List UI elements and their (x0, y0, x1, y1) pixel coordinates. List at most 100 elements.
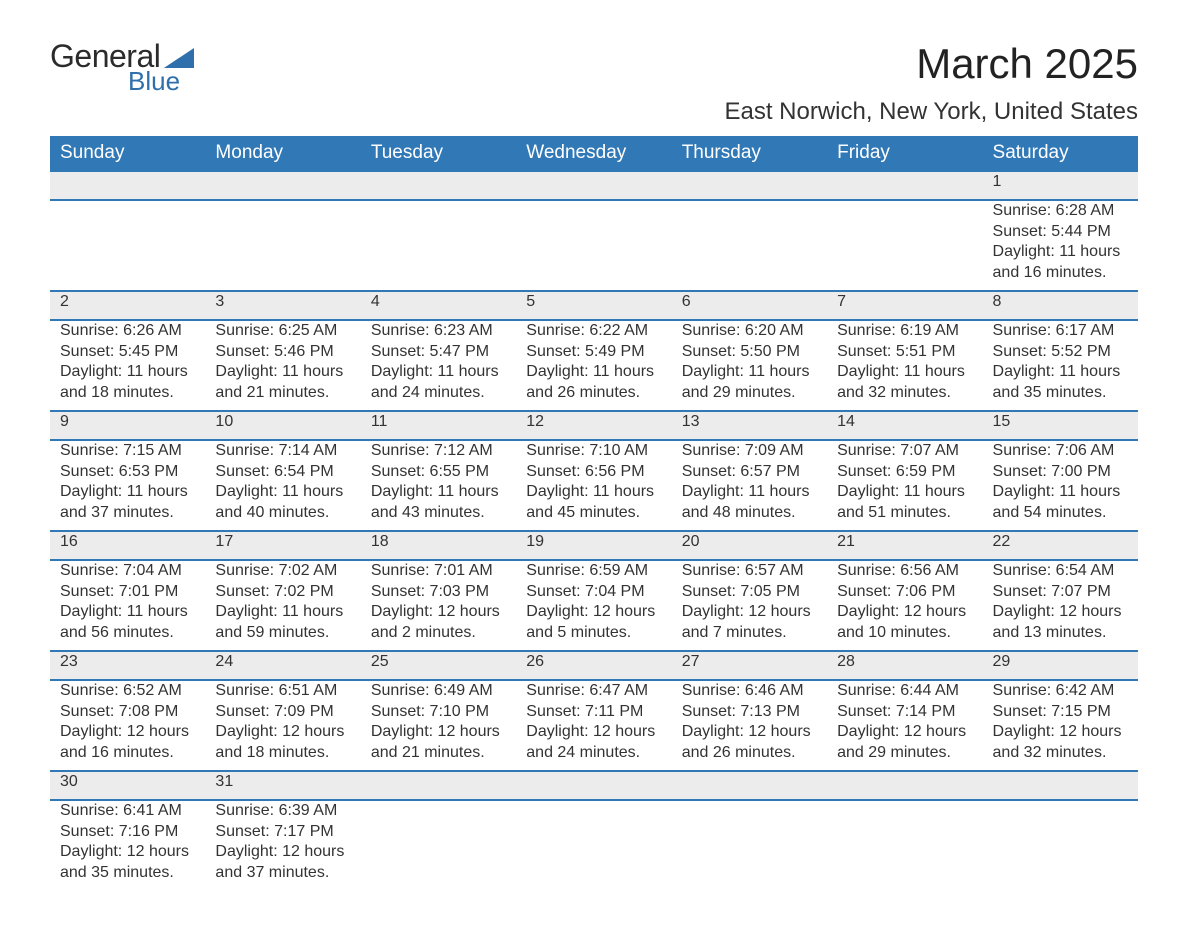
sunrise-text: Sunrise: 6:46 AM (682, 681, 817, 702)
sunset-text: Sunset: 7:13 PM (682, 702, 817, 723)
sunrise-text: Sunrise: 6:23 AM (371, 321, 506, 342)
day-cell (516, 800, 671, 890)
sunset-text: Sunset: 6:57 PM (682, 462, 817, 483)
sunrise-text: Sunrise: 7:10 AM (526, 441, 661, 462)
daylight-text: Daylight: 11 hours and 16 minutes. (993, 242, 1128, 284)
sunset-text: Sunset: 7:14 PM (837, 702, 972, 723)
brand-word-blue: Blue (128, 68, 194, 94)
sunrise-text: Sunrise: 7:09 AM (682, 441, 817, 462)
sunset-text: Sunset: 5:49 PM (526, 342, 661, 363)
sunrise-text: Sunrise: 7:07 AM (837, 441, 972, 462)
sunset-text: Sunset: 7:08 PM (60, 702, 195, 723)
day-number: 7 (827, 291, 982, 320)
sunset-text: Sunset: 5:52 PM (993, 342, 1128, 363)
sunrise-text: Sunrise: 6:59 AM (526, 561, 661, 582)
sunrise-text: Sunrise: 6:42 AM (993, 681, 1128, 702)
sunset-text: Sunset: 5:46 PM (215, 342, 350, 363)
sunrise-text: Sunrise: 6:28 AM (993, 201, 1128, 222)
daylight-text: Daylight: 11 hours and 51 minutes. (837, 482, 972, 524)
day-cell: Sunrise: 7:12 AMSunset: 6:55 PMDaylight:… (361, 440, 516, 531)
sunrise-text: Sunrise: 6:47 AM (526, 681, 661, 702)
day-number-row: 2345678 (50, 291, 1138, 320)
sunrise-text: Sunrise: 7:14 AM (215, 441, 350, 462)
sunrise-text: Sunrise: 6:41 AM (60, 801, 195, 822)
day-number-row: 23242526272829 (50, 651, 1138, 680)
sunrise-text: Sunrise: 7:04 AM (60, 561, 195, 582)
day-cell (205, 200, 360, 291)
sunrise-text: Sunrise: 6:20 AM (682, 321, 817, 342)
weekday-header: Saturday (983, 136, 1138, 171)
day-number: 12 (516, 411, 671, 440)
day-cell (50, 200, 205, 291)
sunset-text: Sunset: 6:54 PM (215, 462, 350, 483)
day-number: 8 (983, 291, 1138, 320)
sunrise-text: Sunrise: 6:49 AM (371, 681, 506, 702)
sunrise-text: Sunrise: 6:54 AM (993, 561, 1128, 582)
location-subtitle: East Norwich, New York, United States (724, 98, 1138, 126)
daylight-text: Daylight: 11 hours and 48 minutes. (682, 482, 817, 524)
day-number: 25 (361, 651, 516, 680)
sunset-text: Sunset: 7:04 PM (526, 582, 661, 603)
day-cell: Sunrise: 6:49 AMSunset: 7:10 PMDaylight:… (361, 680, 516, 771)
daylight-text: Daylight: 11 hours and 59 minutes. (215, 602, 350, 644)
weekday-header: Tuesday (361, 136, 516, 171)
daylight-text: Daylight: 11 hours and 32 minutes. (837, 362, 972, 404)
daylight-text: Daylight: 12 hours and 2 minutes. (371, 602, 506, 644)
daylight-text: Daylight: 12 hours and 7 minutes. (682, 602, 817, 644)
day-number: 11 (361, 411, 516, 440)
sunrise-text: Sunrise: 6:57 AM (682, 561, 817, 582)
sunset-text: Sunset: 7:07 PM (993, 582, 1128, 603)
day-number: 30 (50, 771, 205, 800)
day-number (827, 771, 982, 800)
sunset-text: Sunset: 5:47 PM (371, 342, 506, 363)
day-cell: Sunrise: 6:42 AMSunset: 7:15 PMDaylight:… (983, 680, 1138, 771)
day-number (983, 771, 1138, 800)
sunrise-text: Sunrise: 6:26 AM (60, 321, 195, 342)
daylight-text: Daylight: 11 hours and 43 minutes. (371, 482, 506, 524)
day-cell: Sunrise: 6:39 AMSunset: 7:17 PMDaylight:… (205, 800, 360, 890)
sunrise-text: Sunrise: 6:25 AM (215, 321, 350, 342)
day-number: 15 (983, 411, 1138, 440)
day-cell: Sunrise: 6:54 AMSunset: 7:07 PMDaylight:… (983, 560, 1138, 651)
day-number: 9 (50, 411, 205, 440)
daylight-text: Daylight: 11 hours and 45 minutes. (526, 482, 661, 524)
day-number-row: 1 (50, 171, 1138, 200)
day-number (672, 771, 827, 800)
day-cell (983, 800, 1138, 890)
sunrise-text: Sunrise: 6:52 AM (60, 681, 195, 702)
day-number (827, 171, 982, 200)
day-cell: Sunrise: 7:15 AMSunset: 6:53 PMDaylight:… (50, 440, 205, 531)
day-number (361, 171, 516, 200)
day-cell: Sunrise: 6:56 AMSunset: 7:06 PMDaylight:… (827, 560, 982, 651)
sunrise-text: Sunrise: 7:02 AM (215, 561, 350, 582)
sunrise-text: Sunrise: 6:44 AM (837, 681, 972, 702)
daylight-text: Daylight: 11 hours and 18 minutes. (60, 362, 195, 404)
sunset-text: Sunset: 7:09 PM (215, 702, 350, 723)
day-cell (516, 200, 671, 291)
sunset-text: Sunset: 5:44 PM (993, 222, 1128, 243)
month-title: March 2025 (724, 40, 1138, 88)
sunset-text: Sunset: 7:17 PM (215, 822, 350, 843)
day-cell: Sunrise: 6:19 AMSunset: 5:51 PMDaylight:… (827, 320, 982, 411)
day-cell: Sunrise: 6:44 AMSunset: 7:14 PMDaylight:… (827, 680, 982, 771)
daylight-text: Daylight: 12 hours and 21 minutes. (371, 722, 506, 764)
day-number: 13 (672, 411, 827, 440)
day-cell (672, 200, 827, 291)
day-cell: Sunrise: 6:51 AMSunset: 7:09 PMDaylight:… (205, 680, 360, 771)
sunset-text: Sunset: 7:11 PM (526, 702, 661, 723)
day-cell (827, 800, 982, 890)
day-cell: Sunrise: 7:01 AMSunset: 7:03 PMDaylight:… (361, 560, 516, 651)
daylight-text: Daylight: 12 hours and 16 minutes. (60, 722, 195, 764)
day-cell: Sunrise: 6:25 AMSunset: 5:46 PMDaylight:… (205, 320, 360, 411)
day-number: 29 (983, 651, 1138, 680)
weekday-header-row: Sunday Monday Tuesday Wednesday Thursday… (50, 136, 1138, 171)
day-detail-row: Sunrise: 6:41 AMSunset: 7:16 PMDaylight:… (50, 800, 1138, 890)
day-detail-row: Sunrise: 6:28 AMSunset: 5:44 PMDaylight:… (50, 200, 1138, 291)
day-cell: Sunrise: 7:02 AMSunset: 7:02 PMDaylight:… (205, 560, 360, 651)
day-number: 21 (827, 531, 982, 560)
daylight-text: Daylight: 11 hours and 21 minutes. (215, 362, 350, 404)
day-number (672, 171, 827, 200)
day-number: 27 (672, 651, 827, 680)
day-cell: Sunrise: 7:09 AMSunset: 6:57 PMDaylight:… (672, 440, 827, 531)
sunset-text: Sunset: 7:02 PM (215, 582, 350, 603)
